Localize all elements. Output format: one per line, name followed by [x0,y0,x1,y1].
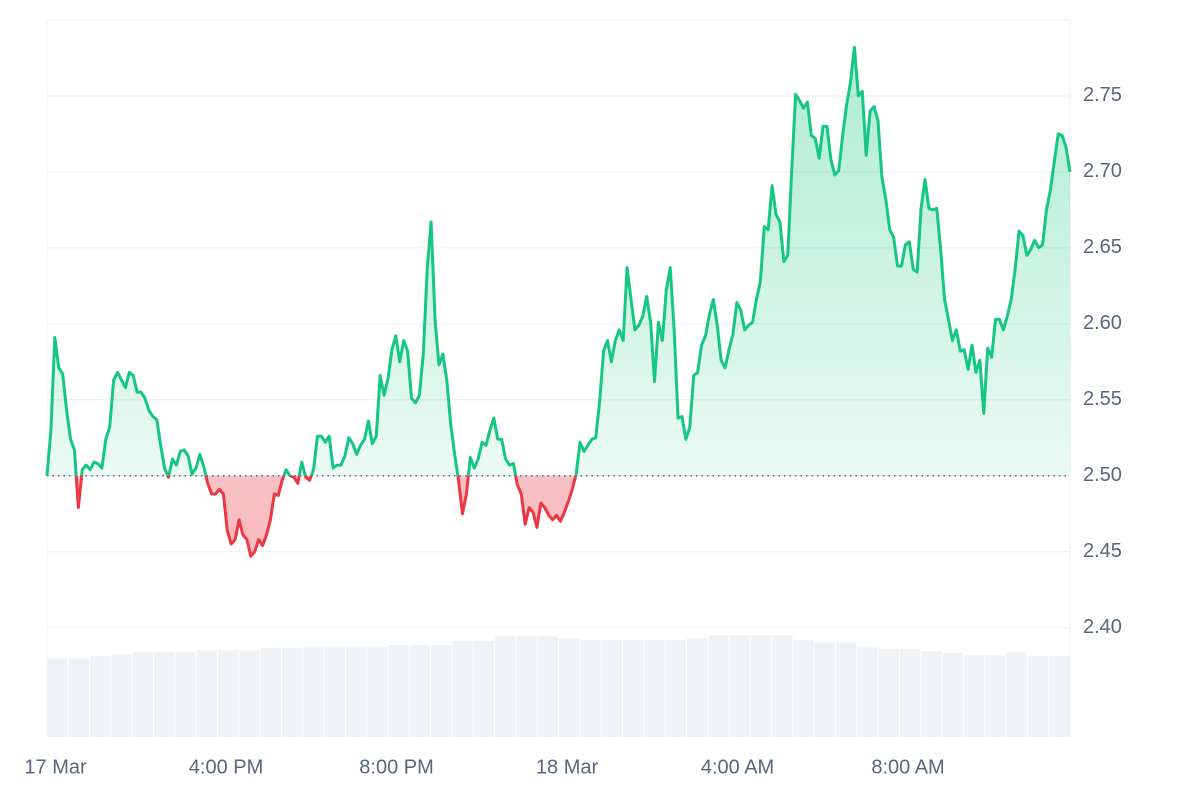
volume-bar [900,649,921,737]
volume-bar [388,645,409,737]
volume-bar [985,655,1006,737]
x-tick-label: 18 Mar [536,756,599,778]
volume-bar [836,642,857,737]
volume-bar [345,647,367,737]
volume-bar [1006,652,1027,737]
volume-bar [281,648,303,737]
y-tick-label: 2.40 [1083,616,1122,638]
volume-bar [452,641,473,737]
price-line-up [45,45,1072,476]
x-tick-label: 8:00 AM [871,756,944,778]
volume-bar [622,640,644,737]
x-tick-label: 8:00 PM [359,756,433,778]
volume-bar [921,651,942,737]
volume-bar [537,636,558,737]
y-tick-label: 2.70 [1083,160,1122,182]
volume-bar [793,640,814,737]
y-tick-label: 2.75 [1083,84,1122,106]
y-tick-label: 2.55 [1083,388,1122,410]
volume-bars [47,635,1070,737]
volume-bar [431,645,452,737]
plot [45,45,1072,558]
y-tick-label: 2.65 [1083,236,1122,258]
price-line-down [47,475,578,558]
volume-bar [175,652,196,737]
volume-bar [68,658,90,737]
volume-bar [154,652,175,737]
volume-bar [942,653,963,737]
y-tick-label: 2.60 [1083,312,1122,334]
area-down [76,475,576,557]
volume-bar [90,656,111,737]
volume-bar [196,650,217,737]
volume-bar [750,635,772,737]
volume-bar [47,658,68,737]
x-tick-label: 17 Mar [24,756,87,778]
x-tick-label: 4:00 PM [189,756,263,778]
x-tick-label: 4:00 AM [701,756,774,778]
volume-bar [729,635,750,737]
volume-bar [367,647,388,737]
volume-bar [772,635,793,737]
volume-bar [665,640,686,737]
volume-bar [814,642,836,737]
volume-bar [516,636,537,737]
volume-bar [963,655,985,737]
volume-bar [409,645,431,737]
area-up [47,47,1070,476]
axis-labels: 2.40 2.45 2.50 2.55 2.60 2.65 2.70 2.75 17 Mar 4:… [24,84,1122,778]
volume-bar [1027,656,1049,737]
y-tick-label: 2.45 [1083,540,1122,562]
volume-bar [686,638,708,737]
volume-bar [324,647,345,737]
volume-bar [473,641,495,737]
volume-bar [559,638,580,737]
y-tick-label: 2.50 [1083,464,1122,486]
volume-bar [601,640,622,737]
volume-bar [580,640,601,737]
volume-bar [644,640,665,737]
volume-bar [111,654,132,737]
volume-bar [1049,656,1070,737]
volume-bar [303,647,324,737]
volume-bar [132,652,154,737]
volume-bar [857,647,878,737]
volume-bar [495,636,516,737]
volume-bar [218,650,239,737]
volume-bar [260,648,281,737]
volume-bar [239,650,260,737]
volume-bar [878,649,899,737]
volume-bar [708,635,729,737]
